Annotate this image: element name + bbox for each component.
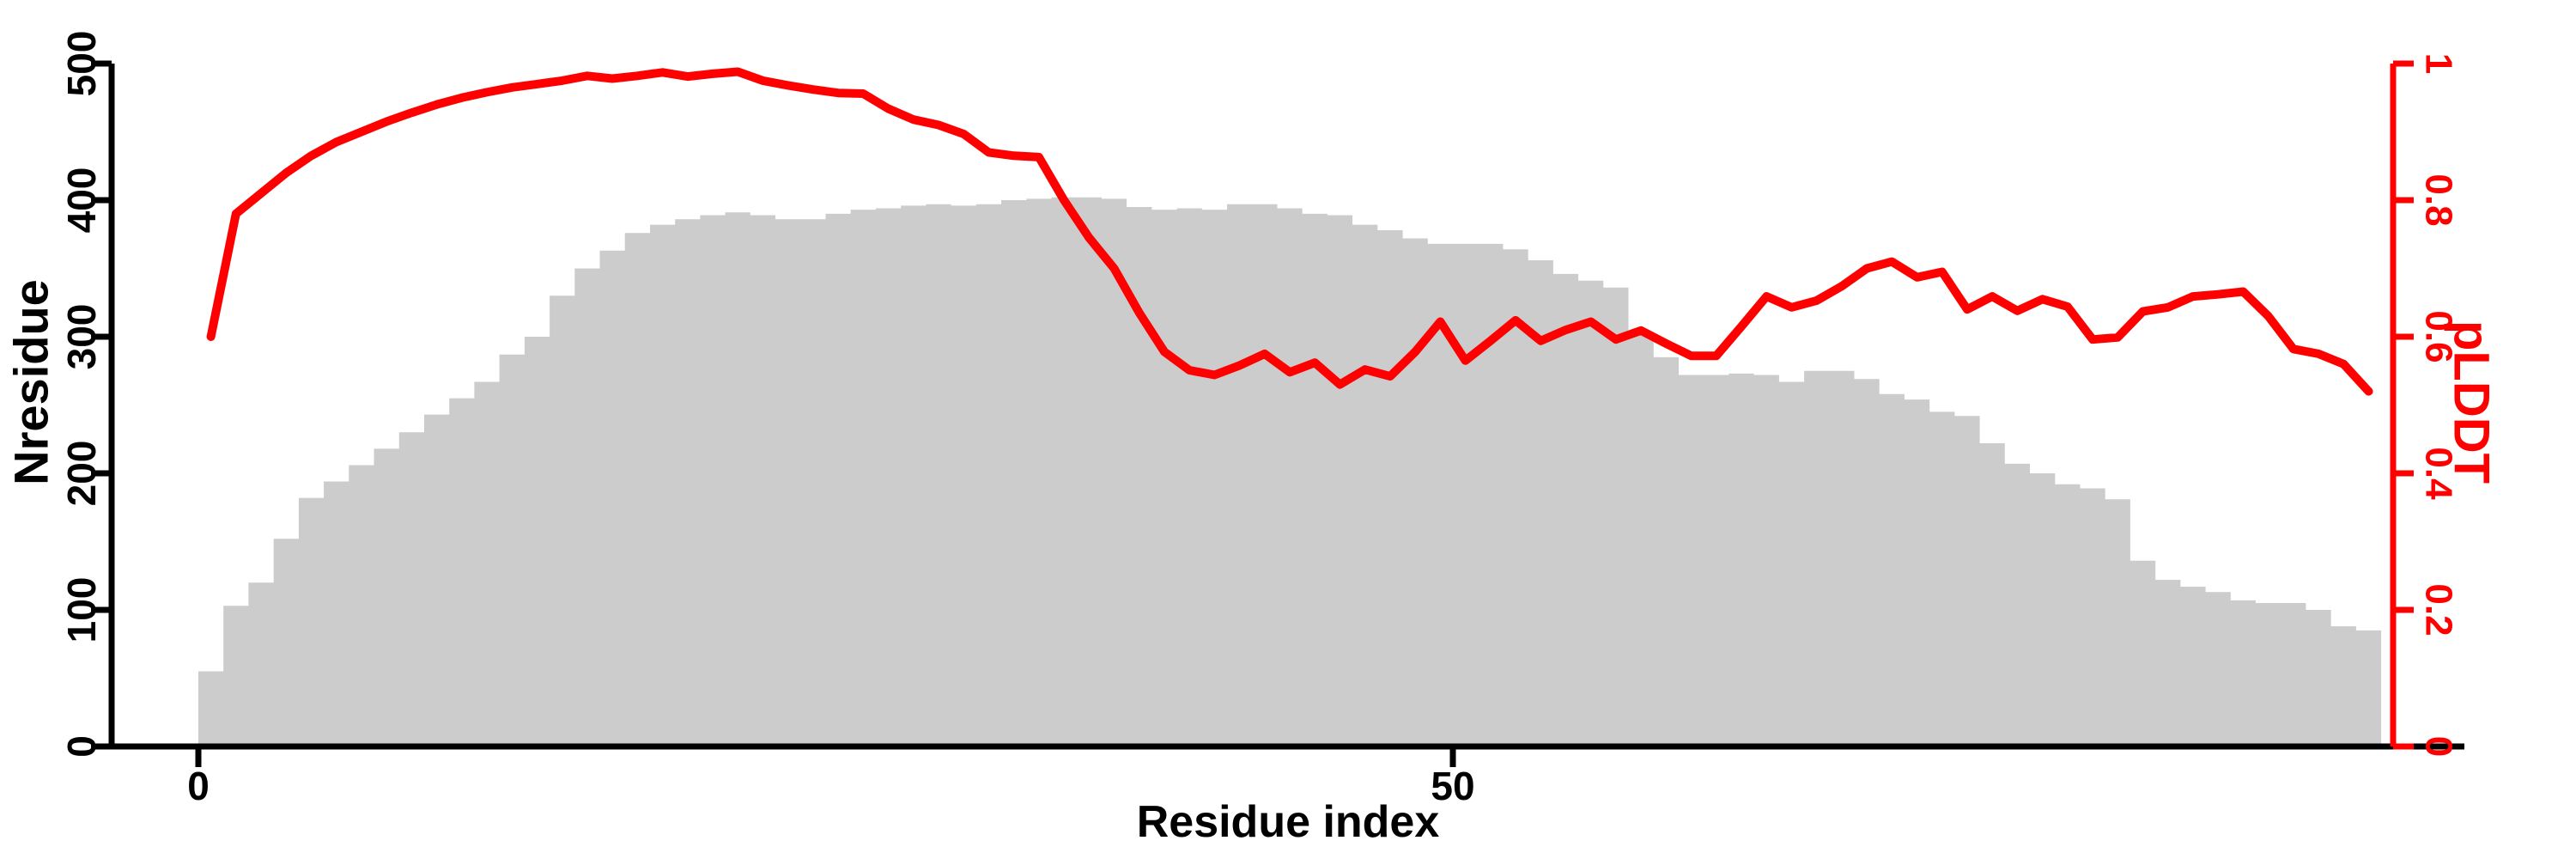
x-axis-tick-label: 50 [1431,764,1474,808]
right-axis-tick-label: 0 [2418,736,2460,757]
right-axis-tick-label: 0.6 [2418,310,2460,362]
right-axis-title: pLDDT [2443,320,2500,484]
left-axis-tick-label: 200 [59,441,104,507]
right-axis-tick-label: 0.4 [2418,447,2460,500]
x-axis-tick-label: 0 [187,764,210,808]
x-axis-title: Residue index [1136,797,1440,847]
left-axis-tick-label: 0 [59,735,104,758]
left-axis-title: Nresidue [3,279,58,485]
left-axis-tick-label: 100 [59,577,104,643]
left-axis-tick-label: 300 [59,304,104,370]
right-axis-tick-label: 0.8 [2418,174,2460,226]
left-axis-tick-label: 500 [59,31,104,97]
nresidue-bars [198,197,2382,747]
right-axis-tick-label: 1 [2418,53,2460,74]
plddt-line [206,67,2373,396]
left-axis-tick-label: 400 [59,168,104,234]
right-axis-tick-label: 0.2 [2418,583,2460,636]
